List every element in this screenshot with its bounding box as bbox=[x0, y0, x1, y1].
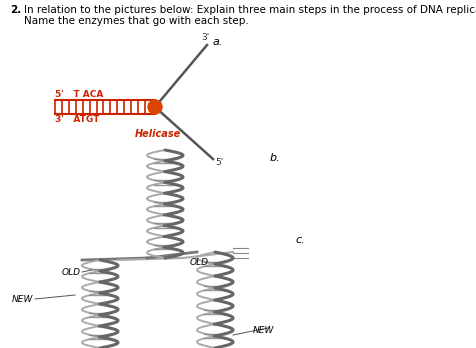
Text: 3': 3' bbox=[200, 33, 209, 42]
Text: OLD: OLD bbox=[189, 258, 208, 267]
Text: NEW: NEW bbox=[252, 326, 274, 335]
Text: c.: c. bbox=[294, 235, 304, 245]
Text: In relation to the pictures below: Explain three main steps in the process of DN: In relation to the pictures below: Expla… bbox=[24, 5, 476, 15]
Text: b.: b. bbox=[269, 153, 280, 163]
Text: Helicase: Helicase bbox=[135, 129, 181, 139]
Text: 2.: 2. bbox=[10, 5, 21, 15]
Text: OLD: OLD bbox=[62, 268, 81, 277]
Text: 5'   T ACA: 5' T ACA bbox=[55, 90, 103, 99]
Text: Name the enzymes that go with each step.: Name the enzymes that go with each step. bbox=[24, 16, 248, 26]
Text: 5': 5' bbox=[215, 158, 223, 167]
Circle shape bbox=[148, 100, 162, 114]
Text: 3'   ATGT: 3' ATGT bbox=[55, 115, 99, 124]
Text: a.: a. bbox=[213, 37, 223, 47]
Text: NEW: NEW bbox=[12, 295, 33, 304]
